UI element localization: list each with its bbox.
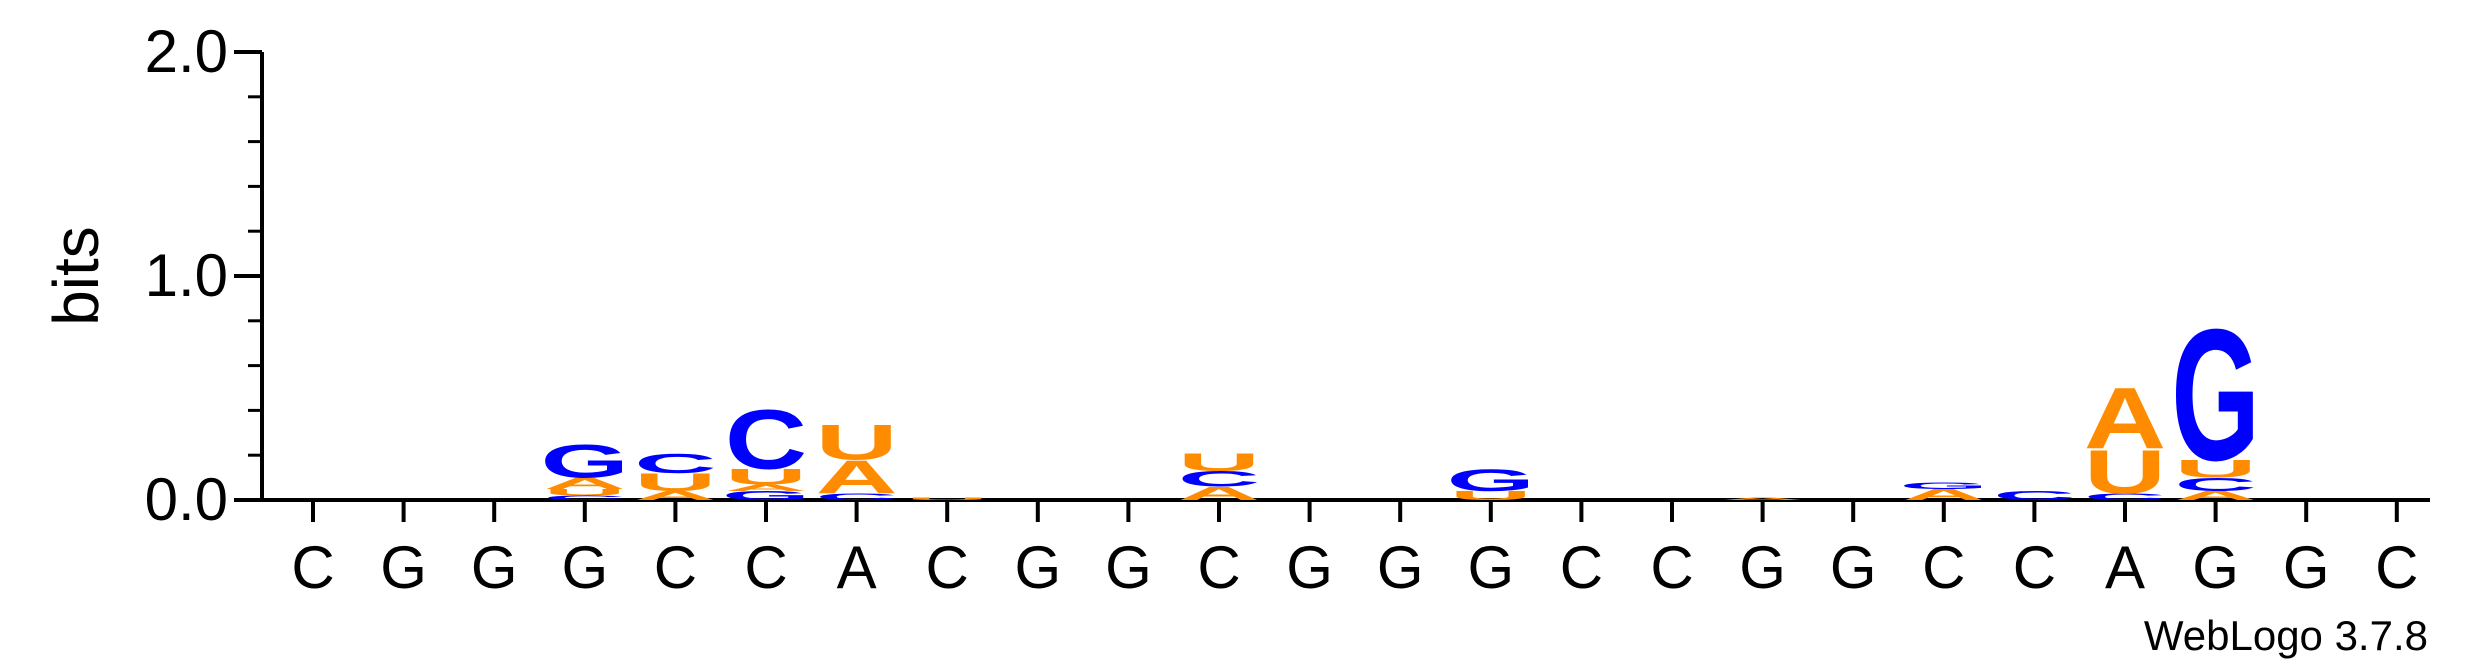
logo-letter-a: A <box>725 483 807 493</box>
weblogo-credit: WebLogo 3.7.8 <box>2144 612 2428 659</box>
logo-letter-u: U <box>1178 448 1260 476</box>
logo-letter-u: U <box>544 487 626 497</box>
x-tick-label: G <box>1377 534 1424 601</box>
x-tick-label: A <box>2105 534 2145 601</box>
logo-letter-g: G <box>1447 463 1536 498</box>
logo-letter-u: U <box>1450 489 1532 503</box>
logo-letter-g: G <box>2171 289 2260 499</box>
x-tick-label: C <box>1560 534 1603 601</box>
logo-letter-a: A <box>2084 369 2166 467</box>
x-tick-label: G <box>1014 534 1061 601</box>
x-tick-label: C <box>654 534 697 601</box>
logo-letter-c: C <box>2084 492 2166 502</box>
logo-letter-u: U <box>815 414 897 470</box>
logo-letter-c: C <box>815 492 897 502</box>
logo-letter-u: U <box>906 497 988 500</box>
logo-letter-a: A <box>1903 486 1985 504</box>
y-tick-label: 1.0 <box>145 242 228 309</box>
logo-letter-u: U <box>2174 455 2256 483</box>
logo-letter-c: C <box>1178 467 1260 491</box>
logo-letter-c: C <box>1993 489 2075 503</box>
x-tick-label: A <box>837 534 877 601</box>
x-tick-label: G <box>561 534 608 601</box>
x-tick-label: G <box>380 534 427 601</box>
logo-letter-a: A <box>544 475 626 493</box>
y-axis-label: bits <box>40 226 112 326</box>
x-tick-label: G <box>2283 534 2330 601</box>
logo-letter-u: U <box>634 469 716 497</box>
logo-letter-a: A <box>2174 489 2256 503</box>
logo-letter-g: G <box>1900 480 1989 490</box>
logo-letter-c: C <box>2174 474 2256 495</box>
logo-letter-g: G <box>541 436 630 488</box>
logo-letter-c: C <box>725 393 807 487</box>
logo-letter-g: G <box>722 489 811 503</box>
x-tick-label: C <box>1197 534 1240 601</box>
x-tick-label: C <box>1922 534 1965 601</box>
x-tick-label: C <box>2013 534 2056 601</box>
logo-letter-a: A <box>1178 483 1260 504</box>
x-tick-label: G <box>1830 534 1877 601</box>
x-tick-label: G <box>2192 534 2239 601</box>
y-tick-label: 2.0 <box>145 18 228 85</box>
logo-letter-a: A <box>1721 497 1803 500</box>
x-tick-label: G <box>1105 534 1152 601</box>
x-tick-label: C <box>2375 534 2418 601</box>
y-ticks: 0.0 1.0 2.0 <box>145 18 262 533</box>
x-tick-label: C <box>1650 534 1693 601</box>
x-tick-label: G <box>1286 534 1333 601</box>
y-tick-label: 0.0 <box>145 466 228 533</box>
logo-letter-c: C <box>544 494 626 501</box>
logo-letter-a: A <box>634 489 716 503</box>
x-tick-label: C <box>291 534 334 601</box>
logo-letter-c: C <box>634 448 716 480</box>
x-tick-label: G <box>471 534 518 601</box>
logo-letter-u: U <box>725 465 807 489</box>
x-tick-label: C <box>926 534 969 601</box>
x-tick-label: G <box>1467 534 1514 601</box>
logo-letter-u: U <box>2084 437 2166 506</box>
logo-letter-a: A <box>815 451 897 503</box>
x-tick-label: G <box>1739 534 1786 601</box>
x-tick-label: C <box>744 534 787 601</box>
